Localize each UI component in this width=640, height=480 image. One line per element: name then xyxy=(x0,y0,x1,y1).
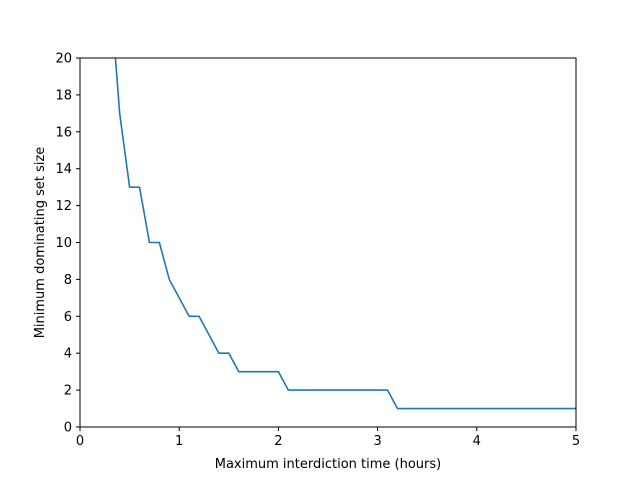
y-tick-label: 18 xyxy=(55,88,72,103)
y-tick-label: 6 xyxy=(64,310,72,325)
y-tick-label: 0 xyxy=(64,421,72,436)
y-tick-label: 12 xyxy=(55,199,72,214)
x-tick-label: 1 xyxy=(175,434,183,449)
x-tick-label: 2 xyxy=(274,434,282,449)
y-tick-label: 14 xyxy=(55,162,72,177)
x-axis-ticks: 0 1 2 3 4 5 xyxy=(76,427,580,449)
x-tick-label: 3 xyxy=(373,434,381,449)
series-layer xyxy=(114,58,576,410)
y-tick-label: 4 xyxy=(64,347,72,362)
y-tick-label: 16 xyxy=(55,125,72,140)
series-line xyxy=(114,58,576,410)
x-axis-label: Maximum interdiction time (hours) xyxy=(215,457,442,472)
y-axis-ticks: 0 2 4 6 8 10 12 14 16 18 20 xyxy=(55,52,80,436)
y-tick-label: 2 xyxy=(64,384,72,399)
y-axis-label: Minimum dominating set size xyxy=(33,147,48,339)
y-tick-label: 8 xyxy=(64,273,72,288)
y-tick-label: 20 xyxy=(55,52,72,67)
x-tick-label: 5 xyxy=(572,434,580,449)
x-tick-label: 0 xyxy=(76,434,84,449)
y-tick-label: 10 xyxy=(55,236,72,251)
x-tick-label: 4 xyxy=(473,434,481,449)
